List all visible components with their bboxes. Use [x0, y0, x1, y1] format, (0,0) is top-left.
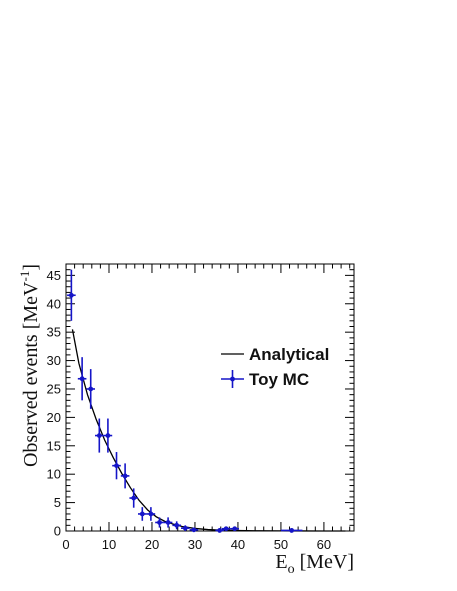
plot-frame: [65, 263, 355, 532]
toy-mc-marker: [157, 520, 162, 525]
toy-mc-point: [86, 369, 96, 409]
legend: Analytical Toy MC: [221, 345, 329, 389]
toy-mc-point: [146, 507, 156, 521]
toy-mc-marker: [131, 495, 137, 501]
x-tick-label: 30: [188, 537, 202, 552]
toy-mc-point: [77, 357, 87, 401]
y-tick-label: 15: [47, 438, 61, 453]
analytical-curve-group: [71, 329, 346, 532]
x-tick-label: 10: [102, 537, 116, 552]
toy-mc-point: [230, 526, 240, 532]
toy-mc-marker: [139, 511, 145, 517]
legend-toy-mc-marker: [230, 376, 235, 382]
toy-mc-point: [155, 517, 164, 528]
x-tick-label: 50: [274, 537, 288, 552]
toy-mc-marker: [289, 528, 295, 533]
y-tick-label: 5: [54, 495, 61, 510]
toy-mc-marker: [105, 433, 111, 438]
toy-mc-points-group: [67, 269, 303, 533]
x-axis-title-main: E: [275, 551, 287, 573]
legend-toy-mc-swatch: [221, 370, 244, 388]
x-tick-label: 20: [145, 537, 159, 552]
toy-mc-marker: [165, 520, 171, 525]
toy-mc-marker: [182, 525, 188, 531]
legend-analytical-label: Analytical: [249, 345, 329, 364]
y-tick-label: 20: [47, 410, 61, 425]
y-tick-label: 45: [47, 268, 61, 283]
y-tick-label: 10: [47, 467, 61, 482]
axis-ticks: 0 10 20 30 40 50 60 0 5 10 15 20 25 30 35 40 45: [47, 264, 354, 552]
legend-toy-mc-label: Toy MC: [249, 370, 309, 389]
y-axis-title-close: ]: [20, 264, 42, 271]
y-tick-label: 40: [47, 296, 61, 311]
toy-mc-point: [95, 418, 104, 453]
y-axis-title: Observed events [MeV-1]: [17, 264, 42, 467]
toy-mc-marker: [217, 528, 223, 533]
toy-mc-point: [189, 527, 199, 533]
toy-mc-point: [180, 525, 190, 531]
toy-mc-point: [120, 463, 130, 489]
y-tick-label: 0: [54, 524, 61, 539]
y-axis-title-main: Observed events [MeV: [20, 281, 42, 467]
toy-mc-marker: [88, 386, 94, 392]
x-tick-label: 0: [62, 537, 69, 552]
plot-border: [65, 263, 355, 532]
toy-mc-marker: [232, 526, 238, 532]
y-tick-label: 25: [47, 381, 61, 396]
x-axis-title-unit: [MeV]: [295, 551, 354, 573]
toy-mc-point: [172, 521, 181, 530]
x-axis-title: Eo [MeV]: [275, 551, 354, 577]
toy-mc-marker: [148, 511, 154, 517]
x-tick-label: 40: [231, 537, 245, 552]
toy-mc-point: [103, 418, 113, 453]
y-axis-title-sup: -1: [17, 271, 32, 282]
toy-mc-marker: [223, 526, 229, 532]
toy-mc-point: [112, 452, 121, 480]
toy-mc-marker: [114, 463, 119, 469]
toy-mc-point: [215, 528, 224, 533]
toy-mc-point: [129, 488, 138, 508]
toy-mc-marker: [174, 522, 180, 528]
toy-mc-point: [67, 269, 76, 321]
analytical-curve: [71, 329, 346, 532]
toy-mc-point: [280, 528, 303, 533]
toy-mc-marker: [79, 376, 85, 382]
toy-mc-point: [138, 507, 147, 521]
y-tick-label: 30: [47, 353, 61, 368]
x-tick-label: 60: [317, 537, 331, 552]
toy-mc-point: [221, 526, 231, 532]
toy-mc-marker: [96, 433, 102, 438]
toy-mc-marker: [68, 292, 74, 298]
toy-mc-point: [163, 517, 173, 528]
y-tick-label: 35: [47, 325, 61, 340]
x-axis-title-sub: o: [288, 562, 295, 577]
toy-mc-marker: [122, 473, 128, 479]
toy-mc-marker: [191, 527, 197, 533]
